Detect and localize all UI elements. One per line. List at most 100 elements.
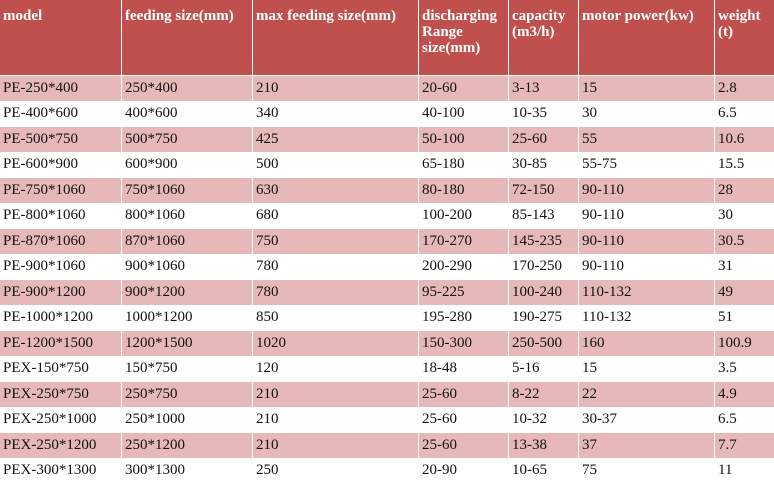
header-cell: capacity (m3/h)	[509, 0, 578, 75]
table-cell: PE-600*900	[0, 152, 121, 177]
table-cell: 22	[579, 382, 714, 407]
table-cell: PEX-150*750	[0, 356, 121, 381]
table-cell: 680	[253, 203, 418, 228]
table-cell: 3.5	[715, 356, 774, 381]
header-text: model	[3, 8, 43, 24]
table-cell: 340	[253, 101, 418, 126]
table-cell: 500	[253, 152, 418, 177]
table-cell: PE-1200*1500	[0, 331, 121, 356]
table-cell: 25-60	[419, 433, 508, 458]
table-cell: 3-13	[509, 76, 578, 101]
table-cell: 110-132	[579, 280, 714, 305]
table-cell: 20-60	[419, 76, 508, 101]
table-cell: 37	[579, 433, 714, 458]
table-cell: 30-37	[579, 407, 714, 432]
table-cell: 195-280	[419, 305, 508, 330]
table-cell: 13-38	[509, 433, 578, 458]
header-text: max feeding size(mm)	[256, 8, 396, 24]
table-cell: 90-110	[579, 178, 714, 203]
table-cell: 2.8	[715, 76, 774, 101]
table-cell: PEX-300*1300	[0, 458, 121, 483]
table-cell: 600*900	[122, 152, 252, 177]
header-text: weight	[718, 8, 761, 24]
table-cell: 10-32	[509, 407, 578, 432]
table-cell: PE-800*1060	[0, 203, 121, 228]
header-cell: max feeding size(mm)	[253, 0, 418, 75]
table-cell: 15.5	[715, 152, 774, 177]
table-cell: 300*1300	[122, 458, 252, 483]
table-cell: 170-250	[509, 254, 578, 279]
table-cell: 8-22	[509, 382, 578, 407]
table-cell: 51	[715, 305, 774, 330]
table-cell: 25-60	[509, 127, 578, 152]
header-cell: discharging Range size(mm)	[419, 0, 508, 75]
table-cell: PEX-250*1000	[0, 407, 121, 432]
table-cell: 250-500	[509, 331, 578, 356]
table-cell: 780	[253, 254, 418, 279]
table-cell: 65-180	[419, 152, 508, 177]
table-cell: 170-270	[419, 229, 508, 254]
table-cell: 10-65	[509, 458, 578, 483]
table-cell: 870*1060	[122, 229, 252, 254]
table-cell: 900*1060	[122, 254, 252, 279]
table-cell: 55	[579, 127, 714, 152]
table-cell: 50-100	[419, 127, 508, 152]
table-cell: 120	[253, 356, 418, 381]
table-cell: 400*600	[122, 101, 252, 126]
table-cell: 6.5	[715, 407, 774, 432]
table-cell: 10.6	[715, 127, 774, 152]
header-cell: weight (t)	[715, 0, 774, 75]
table-cell: PE-250*400	[0, 76, 121, 101]
table-cell: 250*750	[122, 382, 252, 407]
header-text: Range	[422, 24, 463, 40]
table-cell: 150*750	[122, 356, 252, 381]
table-cell: 28	[715, 178, 774, 203]
table-cell: 250*1200	[122, 433, 252, 458]
table-cell: 100.9	[715, 331, 774, 356]
table-cell: 31	[715, 254, 774, 279]
table-cell: 750*1060	[122, 178, 252, 203]
table-cell: 18-48	[419, 356, 508, 381]
table-cell: 250*1000	[122, 407, 252, 432]
table-cell: 630	[253, 178, 418, 203]
table-cell: 110-132	[579, 305, 714, 330]
table-cell: 95-225	[419, 280, 508, 305]
table-cell: 90-110	[579, 203, 714, 228]
table-cell: 25-60	[419, 382, 508, 407]
header-cell: model	[0, 0, 121, 75]
header-cell: feeding size(mm)	[122, 0, 252, 75]
table-cell: 11	[715, 458, 774, 483]
table-cell: 10-35	[509, 101, 578, 126]
table-cell: 6.5	[715, 101, 774, 126]
table-cell: 4.9	[715, 382, 774, 407]
header-text: capacity	[512, 8, 566, 24]
table-cell: 7.7	[715, 433, 774, 458]
table-cell: 780	[253, 280, 418, 305]
table-cell: 49	[715, 280, 774, 305]
table-cell: 750	[253, 229, 418, 254]
table-cell: 150-300	[419, 331, 508, 356]
header-text: discharging	[422, 8, 498, 24]
table-cell: 30-85	[509, 152, 578, 177]
table-cell: PEX-250*750	[0, 382, 121, 407]
table-cell: 1200*1500	[122, 331, 252, 356]
table-cell: 90-110	[579, 229, 714, 254]
table-cell: 30	[715, 203, 774, 228]
table-cell: 72-150	[509, 178, 578, 203]
table-cell: PE-400*600	[0, 101, 121, 126]
table-cell: PE-900*1060	[0, 254, 121, 279]
header-text: feeding size(mm)	[125, 8, 234, 24]
table-cell: 850	[253, 305, 418, 330]
table-cell: 20-90	[419, 458, 508, 483]
table-cell: 25-60	[419, 407, 508, 432]
table-cell: 210	[253, 382, 418, 407]
table-cell: 210	[253, 407, 418, 432]
table-cell: 145-235	[509, 229, 578, 254]
header-cell: motor power(kw)	[579, 0, 714, 75]
table-cell: 200-290	[419, 254, 508, 279]
table-cell: 80-180	[419, 178, 508, 203]
table-cell: PE-750*1060	[0, 178, 121, 203]
table-cell: PE-870*1060	[0, 229, 121, 254]
header-text: motor power(kw)	[582, 8, 694, 24]
